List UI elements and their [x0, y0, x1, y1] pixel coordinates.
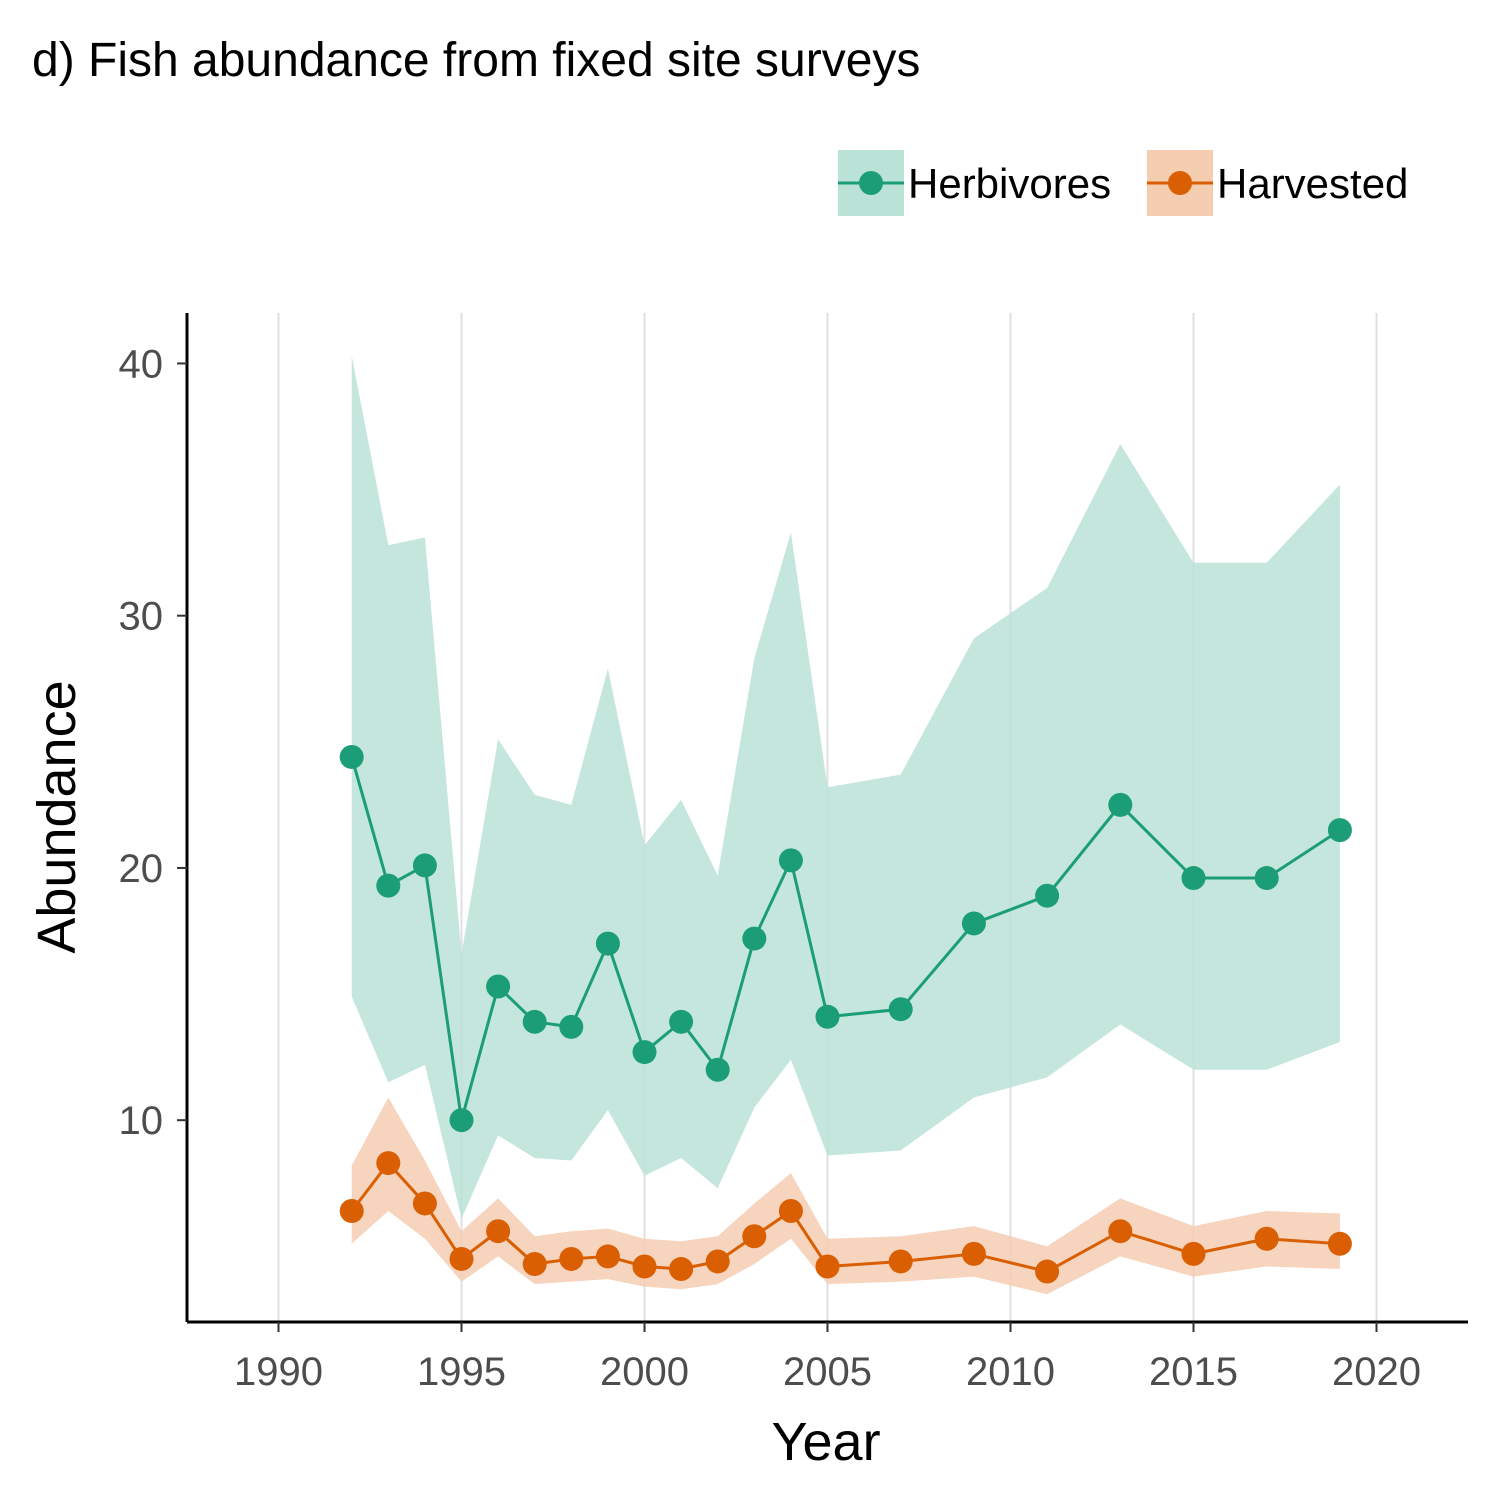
point-herbivores-2017	[1254, 866, 1279, 891]
point-herbivores-2000	[632, 1040, 657, 1065]
point-harvested-2015	[1181, 1241, 1206, 1266]
point-herbivores-2019	[1327, 818, 1352, 843]
point-herbivores-2015	[1181, 866, 1206, 891]
y-tick-label-40: 40	[119, 342, 164, 386]
point-herbivores-2009	[961, 911, 986, 936]
point-harvested-1994	[412, 1191, 437, 1216]
point-harvested-1993	[376, 1151, 401, 1176]
point-herbivores-2011	[1035, 883, 1060, 908]
point-herbivores-1993	[376, 873, 401, 898]
point-harvested-1995	[449, 1246, 474, 1271]
point-herbivores-1998	[559, 1014, 584, 1039]
legend-label-herbivores: Herbivores	[908, 160, 1111, 207]
legend: Herbivores Harvested	[838, 150, 1408, 216]
point-herbivores-1999	[595, 931, 620, 956]
point-harvested-2009	[961, 1241, 986, 1266]
axis-ticks: 1990 1995 2000 2005 2010 2015 2020 10 20 30 40	[119, 342, 1421, 1394]
point-herbivores-2007	[888, 997, 913, 1022]
x-axis-title: Year	[771, 1412, 880, 1472]
x-tick-label-1990: 1990	[234, 1350, 323, 1394]
ribbon-herbivores	[351, 355, 1340, 1219]
legend-label-harvested: Harvested	[1217, 160, 1408, 207]
point-herbivores-2013	[1108, 792, 1133, 817]
point-harvested-2001	[669, 1257, 694, 1282]
point-herbivores-1994	[412, 853, 437, 878]
point-harvested-2004	[778, 1199, 803, 1224]
y-axis-title: Abundance	[27, 680, 87, 953]
x-tick-label-2015: 2015	[1149, 1350, 1238, 1394]
point-harvested-1992	[339, 1199, 364, 1224]
point-harvested-2003	[742, 1224, 767, 1249]
point-herbivores-2004	[778, 848, 803, 873]
point-harvested-2019	[1327, 1231, 1352, 1256]
point-harvested-2017	[1254, 1226, 1279, 1251]
x-tick-label-2005: 2005	[783, 1350, 872, 1394]
point-herbivores-2003	[742, 926, 767, 951]
point-herbivores-2001	[669, 1009, 694, 1034]
legend-point-herbivores	[859, 171, 883, 195]
point-harvested-2005	[815, 1254, 840, 1279]
point-harvested-1998	[559, 1246, 584, 1271]
point-harvested-2013	[1108, 1219, 1133, 1244]
point-harvested-2000	[632, 1254, 657, 1279]
x-tick-label-2000: 2000	[600, 1350, 689, 1394]
x-tick-label-1995: 1995	[417, 1350, 506, 1394]
chart-title: d) Fish abundance from fixed site survey…	[32, 34, 920, 87]
x-tick-label-2020: 2020	[1332, 1350, 1421, 1394]
y-tick-label-30: 30	[119, 595, 164, 639]
series-points	[339, 744, 1352, 1284]
point-harvested-1999	[595, 1244, 620, 1269]
point-herbivores-1992	[339, 744, 364, 769]
point-harvested-2002	[705, 1249, 730, 1274]
point-harvested-1997	[522, 1251, 547, 1276]
point-harvested-2007	[888, 1249, 913, 1274]
legend-point-harvested	[1168, 171, 1192, 195]
y-tick-label-10: 10	[119, 1099, 164, 1143]
point-herbivores-1997	[522, 1009, 547, 1034]
point-herbivores-2005	[815, 1004, 840, 1029]
point-herbivores-1995	[449, 1108, 474, 1133]
point-harvested-1996	[486, 1219, 511, 1244]
point-harvested-2011	[1035, 1259, 1060, 1284]
y-tick-label-20: 20	[119, 847, 164, 891]
point-herbivores-1996	[486, 974, 511, 999]
x-tick-label-2010: 2010	[966, 1350, 1055, 1394]
point-herbivores-2002	[705, 1057, 730, 1082]
